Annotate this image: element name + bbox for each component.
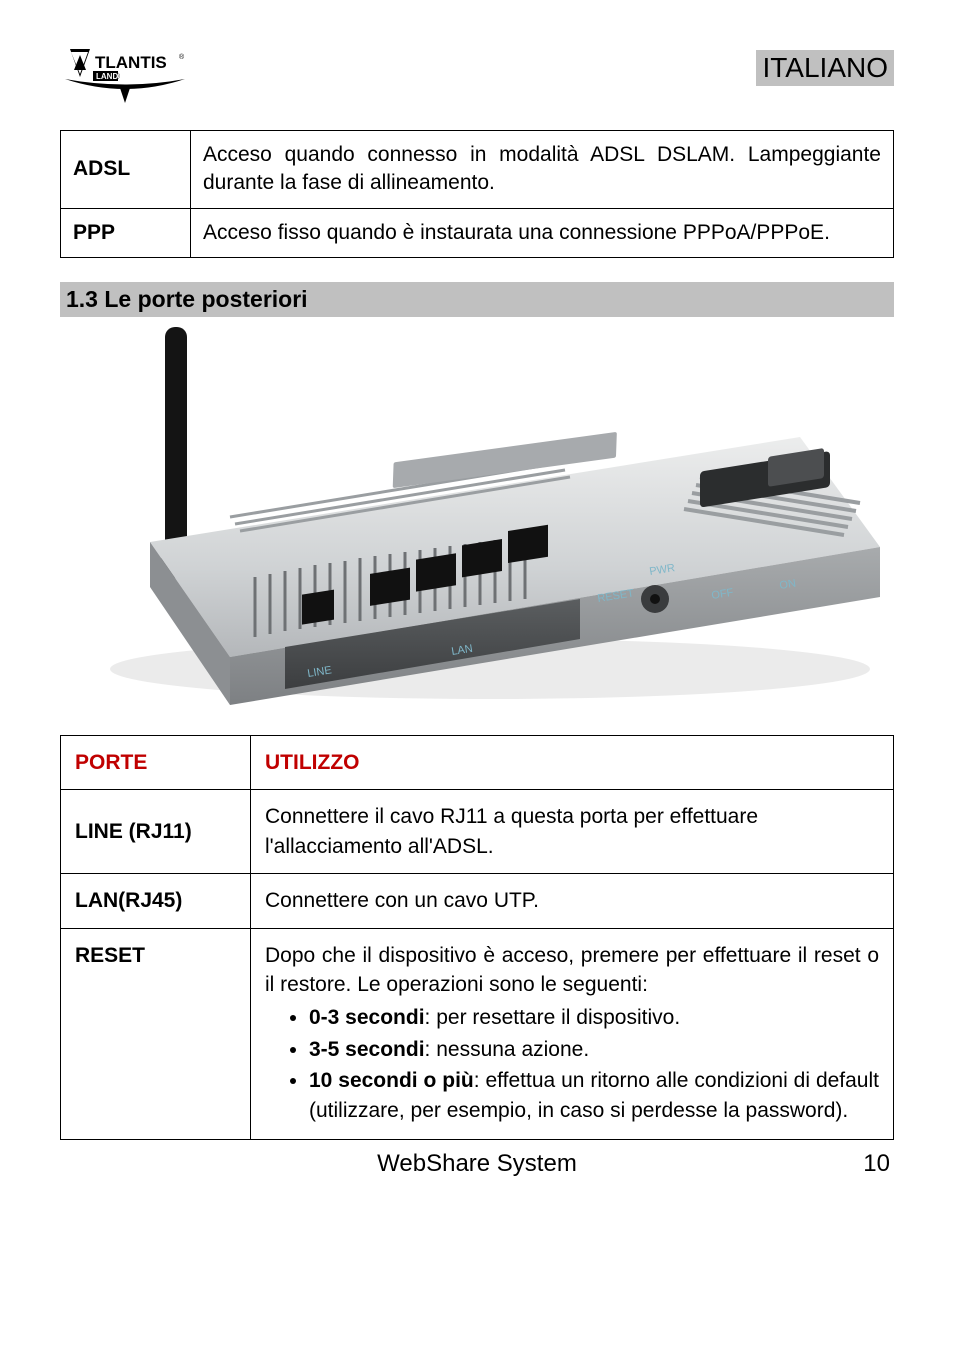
port-desc-line: Connettere il cavo RJ11 a questa porta p… bbox=[251, 790, 894, 874]
led-label-adsl: ADSL bbox=[61, 131, 191, 209]
port-label-line: LINE (RJ11) bbox=[61, 790, 251, 874]
port-desc-lan: Connettere con un cavo UTP. bbox=[251, 874, 894, 928]
footer-system-name: WebShare System bbox=[104, 1150, 850, 1178]
table-row: PPP Acceso fisso quando è instaurata una… bbox=[61, 208, 894, 257]
svg-text:®: ® bbox=[179, 53, 185, 61]
table-row: RESET Dopo che il dispositivo è acceso, … bbox=[61, 928, 894, 1139]
language-badge: ITALIANO bbox=[756, 50, 894, 86]
port-label-reset: RESET bbox=[61, 928, 251, 1139]
ports-table: PORTE UTILIZZO LINE (RJ11) Connettere il… bbox=[60, 735, 894, 1140]
page-footer: WebShare System 10 bbox=[60, 1150, 894, 1178]
led-desc-ppp: Acceso fisso quando è instaurata una con… bbox=[191, 208, 894, 257]
table-header-row: PORTE UTILIZZO bbox=[61, 736, 894, 790]
page-header: TLANTIS ® LAND LAND ITALIANO bbox=[60, 40, 894, 110]
reset-intro: Dopo che il dispositivo è acceso, premer… bbox=[265, 941, 879, 1000]
svg-text:LAND: LAND bbox=[96, 72, 118, 81]
section-heading: 1.3 Le porte posteriori bbox=[60, 282, 894, 317]
brand-logo: TLANTIS ® LAND LAND bbox=[60, 40, 190, 110]
svg-text:TLANTIS: TLANTIS bbox=[95, 53, 167, 72]
reset-item-bold: 3-5 secondi bbox=[309, 1038, 425, 1061]
list-item: 3-5 secondi: nessuna azione. bbox=[309, 1035, 879, 1064]
ports-header-porte: PORTE bbox=[61, 736, 251, 790]
list-item: 0-3 secondi: per resettare il dispositiv… bbox=[309, 1003, 879, 1032]
reset-item-rest: : nessuna azione. bbox=[425, 1038, 590, 1061]
reset-list: 0-3 secondi: per resettare il dispositiv… bbox=[265, 1003, 879, 1125]
ports-header-utilizzo: UTILIZZO bbox=[251, 736, 894, 790]
port-desc-reset: Dopo che il dispositivo è acceso, premer… bbox=[251, 928, 894, 1139]
led-status-table: ADSL Acceso quando connesso in modalità … bbox=[60, 130, 894, 258]
led-desc-adsl: Acceso quando connesso in modalità ADSL … bbox=[191, 131, 894, 209]
port-label-lan: LAN(RJ45) bbox=[61, 874, 251, 928]
table-row: ADSL Acceso quando connesso in modalità … bbox=[61, 131, 894, 209]
table-row: LAN(RJ45) Connettere con un cavo UTP. bbox=[61, 874, 894, 928]
table-row: LINE (RJ11) Connettere il cavo RJ11 a qu… bbox=[61, 790, 894, 874]
reset-item-bold: 0-3 secondi bbox=[309, 1006, 425, 1029]
figure-label-on: ON bbox=[779, 578, 797, 592]
led-label-ppp: PPP bbox=[61, 208, 191, 257]
reset-item-bold: 10 secondi o più bbox=[309, 1069, 474, 1092]
router-rear-figure: LINE LAN RESET PWR OFF ON bbox=[60, 317, 894, 717]
list-item: 10 secondi o più: effettua un ritorno al… bbox=[309, 1066, 879, 1125]
footer-page-number: 10 bbox=[850, 1150, 890, 1178]
reset-item-rest: : per resettare il dispositivo. bbox=[425, 1006, 681, 1029]
